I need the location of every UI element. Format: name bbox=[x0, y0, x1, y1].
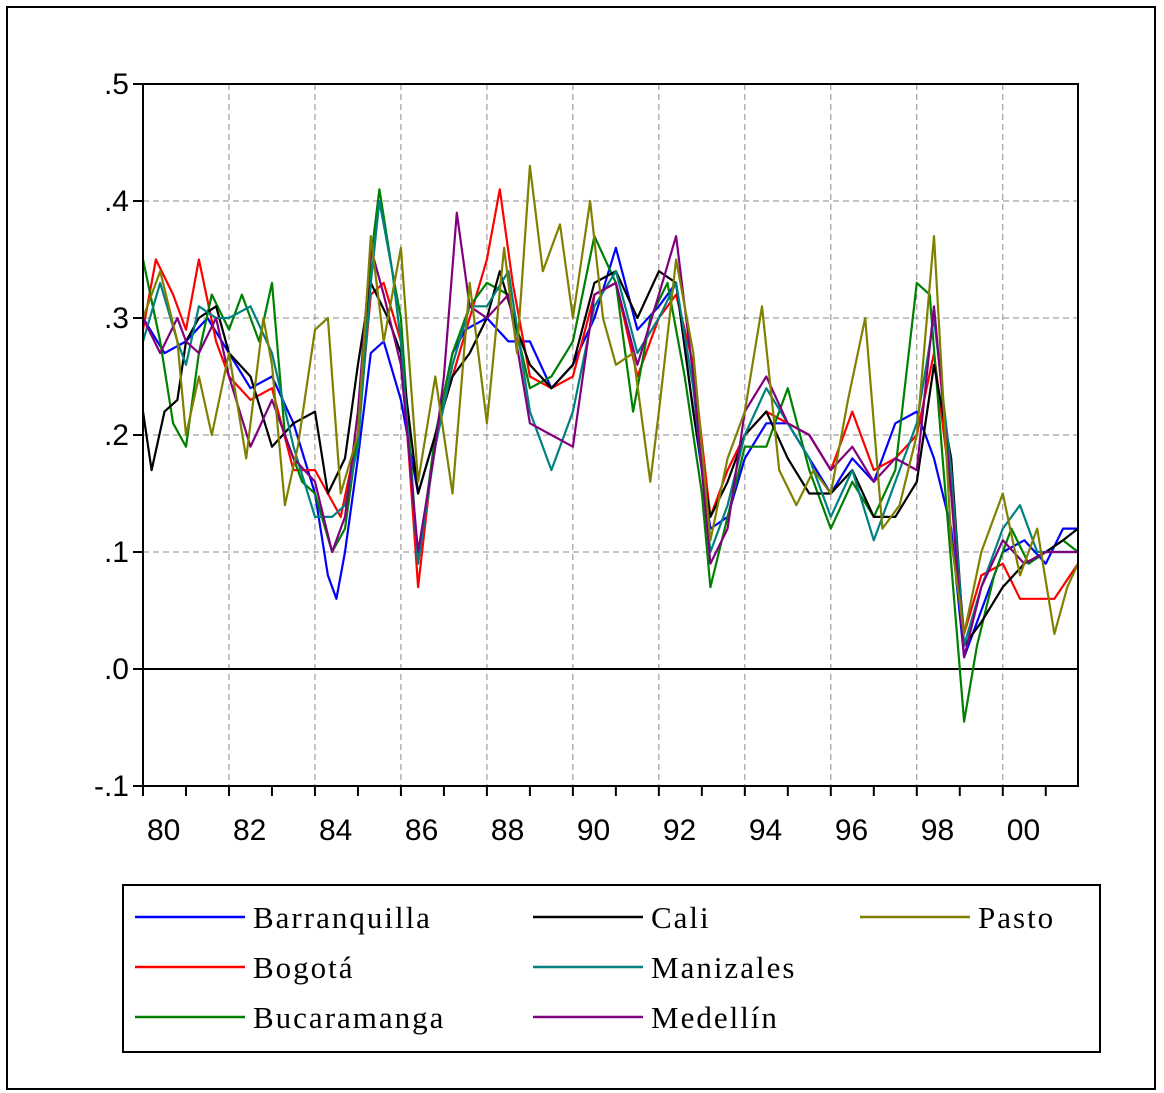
legend-label-cali: Cali bbox=[651, 900, 711, 935]
legend-label-bucaramanga: Bucaramanga bbox=[253, 1000, 445, 1035]
legend-label-medellín: Medellín bbox=[651, 1000, 779, 1035]
x-tick-label: 94 bbox=[749, 814, 782, 847]
series-line-medellín bbox=[142, 211, 1078, 659]
y-tick-label: -.1 bbox=[94, 770, 129, 803]
legend-label-barranquilla: Barranquilla bbox=[253, 900, 432, 935]
legend-label-bogotá: Bogotá bbox=[253, 950, 355, 985]
series-line-pasto bbox=[141, 164, 1080, 635]
x-tick-label: 98 bbox=[921, 814, 954, 847]
x-tick-label: 90 bbox=[577, 814, 610, 847]
x-tick-label: 92 bbox=[663, 814, 696, 847]
series-layer bbox=[141, 164, 1080, 723]
legend-label-manizales: Manizales bbox=[651, 950, 796, 985]
y-tick-label: .4 bbox=[104, 185, 129, 218]
series-line-bucaramanga bbox=[141, 188, 1079, 723]
y-tick-label: .3 bbox=[104, 302, 129, 335]
x-tick-label: 86 bbox=[405, 814, 438, 847]
legend: Barranquilla Bogotá Bucaramanga Cali Manizal… bbox=[122, 884, 1101, 1053]
x-tick-label: 80 bbox=[147, 814, 180, 847]
series-line-barranquilla bbox=[142, 246, 1078, 659]
x-tick-label: 84 bbox=[319, 814, 352, 847]
series-line-cali bbox=[141, 270, 1079, 647]
x-axis: 80 82 84 86 88 90 92 94 96 98 00 bbox=[142, 786, 1047, 847]
y-axis: -.1 .0 .1 .2 .3 .4 .5 bbox=[94, 68, 143, 803]
x-tick-label: 82 bbox=[233, 814, 266, 847]
x-tick-label: 96 bbox=[835, 814, 868, 847]
legend-box bbox=[122, 884, 1101, 1053]
y-tick-label: .5 bbox=[104, 68, 129, 101]
x-tick-label: 00 bbox=[1007, 814, 1040, 847]
series-line-manizales bbox=[141, 199, 1078, 647]
y-tick-label: .0 bbox=[104, 653, 129, 686]
y-tick-label: .2 bbox=[104, 419, 129, 452]
legend-label-pasto: Pasto bbox=[978, 900, 1055, 935]
y-tick-label: .1 bbox=[104, 536, 129, 569]
x-tick-label: 88 bbox=[491, 814, 524, 847]
